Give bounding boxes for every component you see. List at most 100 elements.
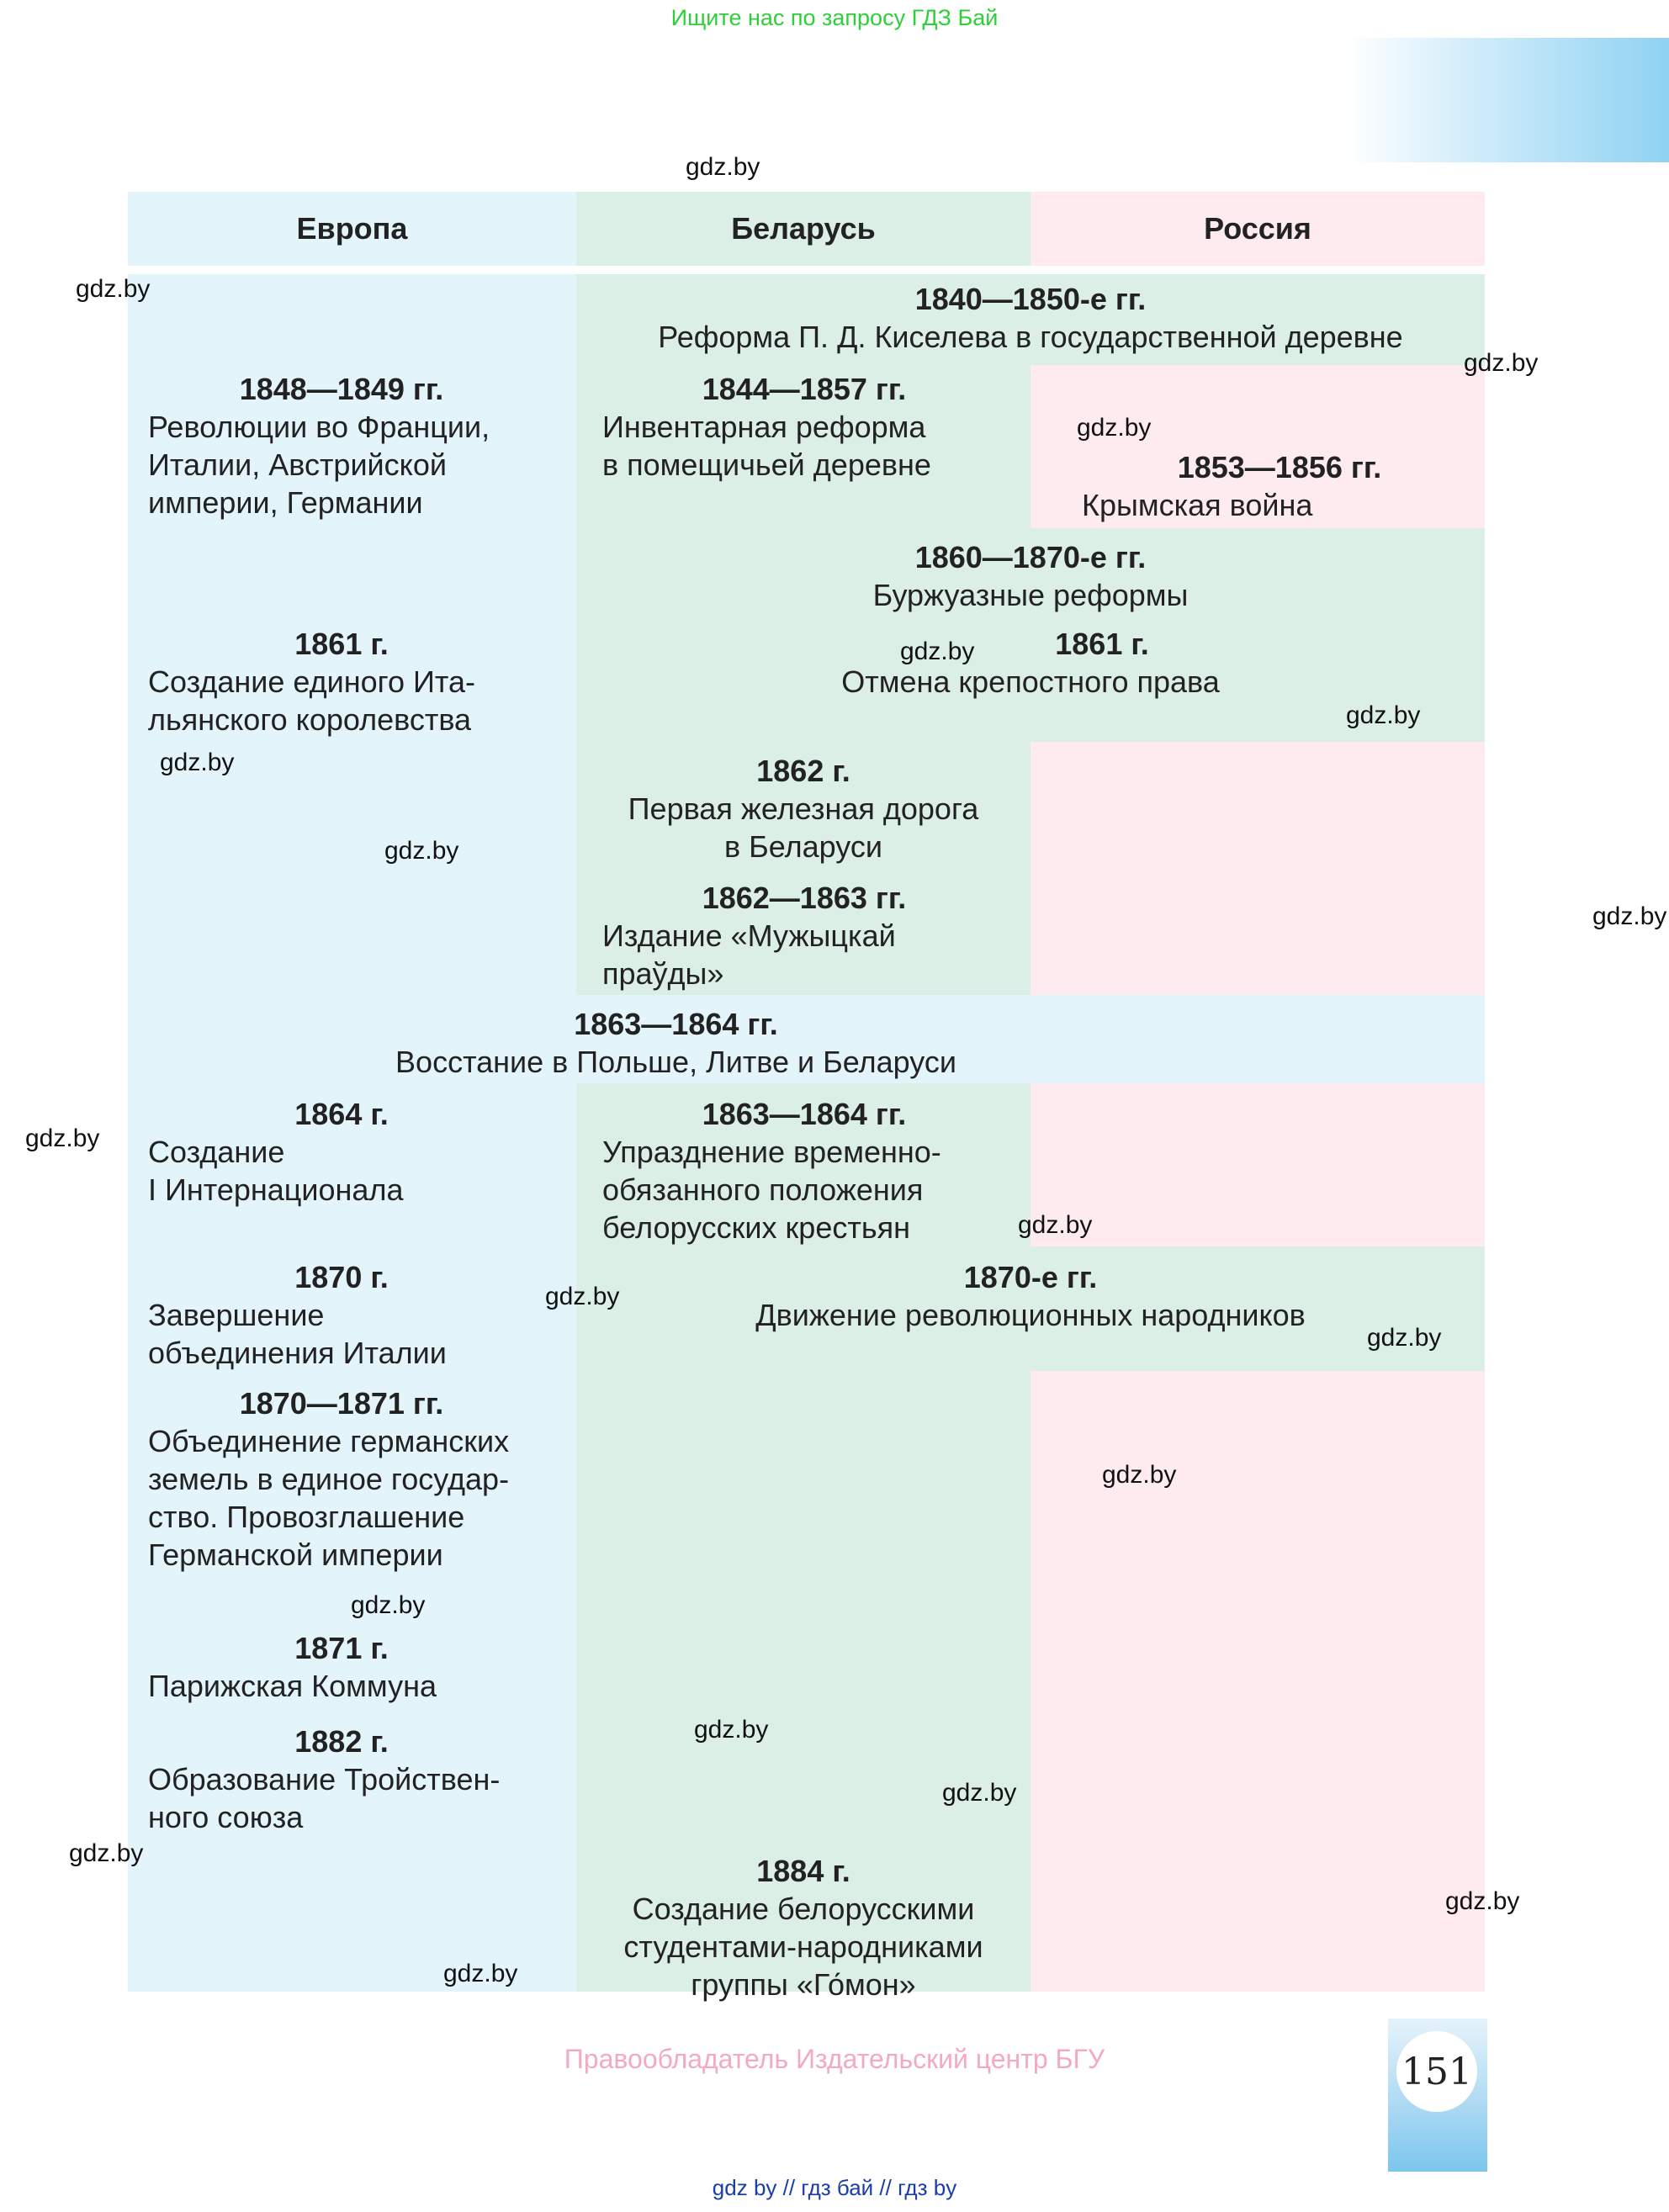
event-text: белорусских крестьян: [602, 1210, 910, 1245]
watermark: gdz.by: [942, 1779, 1017, 1807]
watermark: gdz.by: [900, 638, 975, 665]
event-text: Издание «Мужыцкай: [602, 918, 896, 953]
copyright-credit: Правообладатель Издательский центр БГУ: [564, 2044, 1105, 2074]
watermark: gdz.by: [1346, 701, 1421, 729]
corner-gradient-decoration: [1346, 38, 1669, 162]
event-text: Объединение германских: [148, 1424, 510, 1458]
event-year: 1861 г.: [1055, 627, 1149, 661]
event-year: 1863—1864 гг.: [702, 1097, 907, 1131]
event-text: группы «Го́мон»: [691, 1967, 916, 2002]
event-year: 1860—1870-е гг.: [914, 540, 1147, 574]
event-text: Реформа П. Д. Киселева в государственной…: [658, 320, 1403, 354]
band-narodniks-belarus: [576, 1246, 1031, 1371]
watermark: gdz.by: [160, 749, 235, 776]
watermark: gdz.by: [694, 1716, 769, 1744]
header-russia: Россия: [1031, 192, 1485, 266]
event-year: 1884 г.: [756, 1854, 850, 1888]
watermark: gdz.by: [1102, 1461, 1177, 1489]
event-italian-kingdom: 1861 г. Создание единого Ита- льянского …: [148, 625, 569, 738]
event-text: Парижская Коммуна: [148, 1669, 437, 1703]
event-railway: 1862 г. Первая железная дорога в Беларус…: [576, 752, 1031, 865]
event-muzhytskaya-pravda: 1862—1863 гг. Издание «Мужыцкай праўды»: [602, 879, 1023, 992]
event-gomon: 1884 г. Создание белорусскими студентами…: [576, 1852, 1031, 2003]
watermark: gdz.by: [76, 275, 151, 303]
page-number: 151: [1396, 2031, 1477, 2112]
watermark: gdz.by: [686, 153, 760, 181]
event-serfdom-abolition: 1861 г. Отмена крепостного права: [576, 625, 1485, 701]
event-year: 1882 г.: [294, 1724, 389, 1759]
event-text: земель в единое государ-: [148, 1462, 510, 1496]
event-narodniks: 1870-е гг. Движение революционных народн…: [576, 1258, 1485, 1334]
event-paris-commune: 1871 г. Парижская Коммуна: [148, 1629, 569, 1705]
event-year: 1871 г.: [294, 1631, 389, 1665]
event-year: 1870—1871 гг.: [239, 1386, 444, 1421]
event-text: льянского королевства: [148, 702, 472, 737]
event-text: Крымская война: [1082, 488, 1313, 522]
event-text: Отмена крепостного права: [841, 664, 1220, 699]
event-year: 1840—1850-е гг.: [914, 282, 1147, 316]
event-uprising: 1863—1864 гг. Восстание в Польше, Литве …: [128, 1005, 1485, 1081]
watermark: gdz.by: [384, 837, 459, 865]
watermark: gdz.by: [1018, 1211, 1093, 1239]
event-text: Германской империи: [148, 1537, 443, 1572]
event-text: ство. Провозглашение: [148, 1500, 465, 1534]
europe-column: [128, 274, 576, 1992]
event-year: 1862—1863 гг.: [702, 881, 907, 915]
event-text: в Беларуси: [724, 829, 882, 864]
watermark: gdz.by: [1464, 349, 1539, 377]
event-text: Первая железная дорога: [628, 791, 979, 826]
event-text: Создание: [148, 1135, 285, 1169]
event-year: 1848—1849 гг.: [239, 372, 444, 406]
bottom-links[interactable]: gdz by // гдз бай // гдз by: [712, 2175, 957, 2200]
header-belarus: Беларусь: [576, 192, 1031, 266]
watermark: gdz.by: [1592, 902, 1667, 930]
watermark: gdz.by: [351, 1591, 426, 1619]
band-uprising: [576, 995, 1485, 1083]
watermark: gdz.by: [1445, 1887, 1520, 1915]
event-text: Создание единого Ита-: [148, 664, 475, 699]
event-text: I Интернационала: [148, 1172, 404, 1207]
event-text: в помещичьей деревне: [602, 447, 931, 482]
event-bourgeois-reforms: 1860—1870-е гг. Буржуазные реформы: [576, 538, 1485, 614]
event-text: Упразднение временно-: [602, 1135, 941, 1169]
event-temporary-obligation: 1863—1864 гг. Упразднение временно- обяз…: [602, 1095, 1023, 1246]
band-reforms: [576, 528, 1485, 742]
watermark: gdz.by: [545, 1283, 620, 1310]
watermark: gdz.by: [1367, 1324, 1442, 1352]
event-text: праўды»: [602, 956, 724, 991]
event-year: 1844—1857 гг.: [702, 372, 907, 406]
event-year: 1870 г.: [294, 1260, 389, 1294]
event-revolutions: 1848—1849 гг. Революции во Франции, Итал…: [148, 370, 569, 521]
event-text: Революции во Франции,: [148, 410, 490, 444]
event-year: 1870-е гг.: [963, 1260, 1098, 1294]
event-text: обязанного положения: [602, 1172, 924, 1207]
event-inventory-reform: 1844—1857 гг. Инвентарная реформа в поме…: [602, 370, 1023, 484]
watermark: gdz.by: [69, 1839, 144, 1867]
band-narodniks: [1031, 1246, 1485, 1371]
event-text: Образование Тройствен-: [148, 1762, 501, 1797]
event-text: студентами-народниками: [623, 1929, 983, 1964]
header-europe: Европа: [128, 192, 576, 266]
event-text: Завершение: [148, 1298, 325, 1332]
event-text: объединения Италии: [148, 1336, 447, 1370]
event-text: империи, Германии: [148, 485, 423, 520]
event-text: Движение революционных народников: [755, 1298, 1306, 1332]
watermark: gdz.by: [443, 1960, 518, 1987]
event-year: 1862 г.: [756, 754, 850, 788]
event-text: Восстание в Польше, Литве и Беларуси: [395, 1045, 956, 1079]
watermark: gdz.by: [25, 1125, 100, 1152]
event-text: Создание белорусскими: [632, 1892, 975, 1926]
event-text: Инвентарная реформа: [602, 410, 926, 444]
top-banner[interactable]: Ищите нас по запросу ГДЗ Бай: [670, 5, 999, 30]
event-triple-alliance: 1882 г. Образование Тройствен- ного союз…: [148, 1723, 569, 1836]
event-text: Италии, Австрийской: [148, 447, 447, 482]
event-text: ного союза: [148, 1800, 304, 1834]
band-uprising-europe: [128, 995, 576, 1083]
event-german-empire: 1870—1871 гг. Объединение германских зем…: [148, 1384, 569, 1574]
event-kiselev-reform: 1840—1850-е гг. Реформа П. Д. Киселева в…: [576, 280, 1485, 356]
event-year: 1853—1856 гг.: [1177, 450, 1382, 484]
event-year: 1863—1864 гг.: [574, 1007, 778, 1041]
event-italy-unification: 1870 г. Завершение объединения Италии: [148, 1258, 569, 1372]
band-kiselev: [576, 274, 1485, 365]
watermark: gdz.by: [1077, 414, 1152, 442]
